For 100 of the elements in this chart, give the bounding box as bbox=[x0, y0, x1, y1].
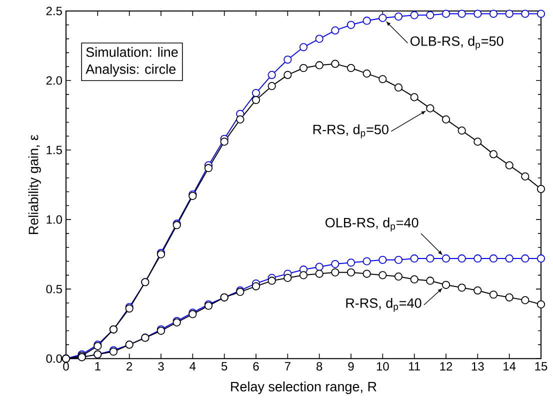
point bbox=[458, 10, 466, 18]
point bbox=[331, 26, 340, 35]
point bbox=[378, 271, 387, 280]
point bbox=[474, 10, 482, 18]
point bbox=[410, 93, 418, 102]
y-tick-label: 1.5 bbox=[46, 146, 62, 154]
point bbox=[394, 256, 403, 264]
y-tick-label: 0.5 bbox=[46, 284, 62, 294]
point bbox=[474, 254, 482, 263]
point bbox=[394, 12, 403, 21]
y-axis-title: Reliability gain, ε bbox=[28, 134, 41, 234]
x-tick-label: 10 bbox=[376, 362, 389, 371]
point bbox=[521, 254, 530, 263]
point bbox=[489, 254, 498, 263]
point bbox=[378, 14, 387, 22]
point bbox=[521, 10, 530, 18]
y-tick-label: 0.0 bbox=[46, 354, 62, 363]
point bbox=[268, 276, 276, 285]
point bbox=[489, 150, 498, 158]
x-tick-label: 1 bbox=[95, 362, 100, 370]
point bbox=[536, 254, 546, 263]
x-tick-label: 9 bbox=[348, 362, 354, 371]
point bbox=[362, 270, 371, 278]
annotation: R-RS, d$_{p}$=40 bbox=[346, 298, 422, 312]
point bbox=[426, 254, 434, 263]
point bbox=[410, 275, 418, 284]
y-tick-label: 1.0 bbox=[46, 215, 62, 224]
y-tick-label: 2.0 bbox=[46, 76, 62, 85]
point bbox=[442, 280, 450, 289]
x-tick-label: 15 bbox=[535, 362, 548, 370]
point bbox=[442, 254, 450, 263]
point bbox=[252, 96, 260, 104]
point bbox=[394, 83, 403, 92]
point bbox=[252, 282, 260, 290]
x-tick-label: 14 bbox=[504, 362, 516, 370]
x-tick-label: 4 bbox=[190, 362, 196, 370]
point bbox=[426, 276, 434, 285]
point bbox=[268, 82, 276, 90]
point bbox=[315, 61, 324, 70]
point bbox=[252, 88, 260, 98]
point bbox=[346, 258, 356, 267]
x-tick-label: 3 bbox=[158, 362, 164, 371]
point bbox=[378, 75, 387, 84]
point bbox=[284, 274, 292, 282]
point bbox=[489, 10, 498, 18]
point bbox=[378, 256, 387, 264]
point bbox=[362, 257, 371, 266]
point bbox=[458, 126, 466, 135]
x-tick-label: 8 bbox=[316, 362, 322, 371]
y-tick-label: 2.5 bbox=[46, 6, 62, 16]
point bbox=[331, 260, 340, 268]
annotation: Simulation: line bbox=[86, 47, 178, 57]
point bbox=[521, 172, 530, 180]
annotation: R-RS, d$_{p}$=50 bbox=[313, 124, 388, 138]
point bbox=[331, 60, 340, 68]
point bbox=[268, 70, 276, 79]
point bbox=[236, 115, 244, 124]
point bbox=[474, 138, 482, 146]
point bbox=[299, 43, 308, 52]
point bbox=[442, 115, 450, 124]
point bbox=[442, 10, 450, 18]
annotation: OLB-RS, d$_{p}$=40 bbox=[326, 218, 418, 232]
x-tick-label: 13 bbox=[472, 362, 484, 371]
point bbox=[505, 161, 514, 170]
point bbox=[346, 20, 356, 29]
point bbox=[315, 270, 324, 278]
point bbox=[362, 70, 371, 78]
x-tick-label: 6 bbox=[253, 362, 259, 371]
point bbox=[299, 64, 308, 72]
point bbox=[426, 104, 434, 112]
point bbox=[505, 293, 514, 302]
point bbox=[458, 254, 466, 263]
point bbox=[315, 34, 324, 43]
point bbox=[536, 184, 546, 194]
point bbox=[458, 284, 466, 292]
point bbox=[426, 11, 434, 20]
x-axis-title: Relay selection range, R bbox=[231, 381, 376, 394]
x-tick-label: 2 bbox=[126, 362, 132, 370]
x-tick-label: 12 bbox=[440, 362, 452, 370]
point bbox=[362, 16, 371, 25]
x-tick-label: 0 bbox=[63, 362, 69, 371]
point bbox=[410, 11, 418, 20]
point bbox=[284, 56, 292, 64]
point bbox=[204, 164, 213, 172]
point bbox=[474, 286, 482, 295]
x-tick-label: 7 bbox=[284, 362, 290, 370]
x-tick-label: 11 bbox=[409, 362, 420, 370]
point bbox=[346, 268, 356, 276]
point bbox=[521, 296, 530, 304]
point bbox=[346, 64, 356, 72]
point bbox=[220, 138, 228, 146]
annotation: OLB-RS, d$_{p}$=50 bbox=[410, 36, 504, 50]
point bbox=[489, 290, 498, 299]
point bbox=[299, 271, 308, 280]
point bbox=[331, 268, 340, 276]
point bbox=[536, 10, 546, 18]
point bbox=[284, 70, 292, 79]
point bbox=[536, 300, 546, 308]
annotation: Analysis: circle bbox=[86, 64, 176, 77]
point bbox=[394, 272, 403, 281]
